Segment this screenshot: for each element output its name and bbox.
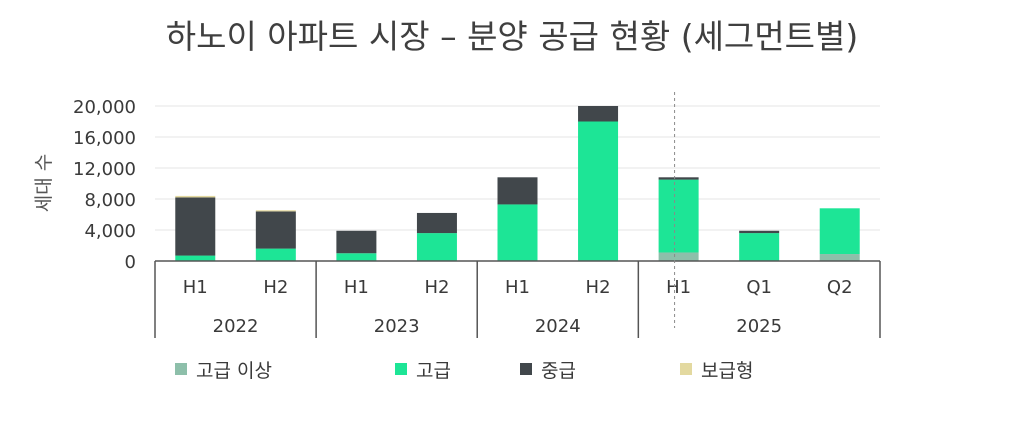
bar-segment <box>819 254 860 261</box>
bar-segment <box>658 252 699 261</box>
bar-segment <box>819 208 860 255</box>
bar-segment <box>416 233 457 261</box>
year-label: 2023 <box>374 316 420 337</box>
legend-item: 보급형 <box>680 354 753 384</box>
bar-segment <box>336 253 377 261</box>
bar-segment <box>497 177 538 205</box>
bar-segment <box>336 230 377 254</box>
bar-segment <box>255 210 296 212</box>
x-tick-label: H1 <box>666 277 691 298</box>
y-tick-label: 16,000 <box>73 128 136 149</box>
y-tick-label: 4,000 <box>84 221 136 242</box>
bar-segment <box>497 204 538 261</box>
bar-segment <box>416 212 457 234</box>
x-tick-label: H1 <box>183 277 208 298</box>
legend-label: 고급 이상 <box>196 359 272 382</box>
x-tick-label: Q1 <box>746 277 772 298</box>
legend-item: 고급 <box>395 354 451 384</box>
x-tick-label: H1 <box>344 277 369 298</box>
x-tick-label: H2 <box>263 277 288 298</box>
bars <box>175 106 860 261</box>
year-label: 2024 <box>535 316 581 337</box>
legend-swatch <box>395 363 407 375</box>
bar-segment <box>175 255 216 261</box>
y-tick-label: 0 <box>125 252 136 273</box>
bar-segment <box>175 197 216 256</box>
year-label: 2025 <box>736 316 782 337</box>
legend-item: 고급 이상 <box>175 354 272 384</box>
x-tick-label: H1 <box>505 277 530 298</box>
bar-segment <box>175 195 216 198</box>
bar-segment <box>255 211 296 249</box>
legend-item: 중급 <box>520 354 576 384</box>
x-tick-label: Q2 <box>827 277 853 298</box>
legend-label: 중급 <box>541 359 576 382</box>
x-tick-label: H2 <box>586 277 611 298</box>
bar-segment <box>739 233 780 261</box>
y-tick-label: 20,000 <box>73 97 136 118</box>
legend-swatch <box>520 363 532 375</box>
year-label: 2022 <box>213 316 259 337</box>
chart-title: 하노이 아파트 시장 – 분양 공급 현황 (세그먼트별) <box>165 17 859 56</box>
bar-segment <box>739 230 780 234</box>
bar-segment <box>578 106 619 122</box>
y-tick-label: 12,000 <box>73 159 136 180</box>
legend-label: 보급형 <box>701 359 754 382</box>
legend-swatch <box>680 363 692 375</box>
y-tick-label: 8,000 <box>84 190 136 211</box>
legend-label: 고급 <box>416 359 451 382</box>
bar-segment <box>578 121 619 261</box>
axes: 0 4,000 8,000 12,000 16,000 20,000 H1 H2 H1 H2 H1 H… <box>73 92 881 338</box>
bar-segment <box>658 179 699 253</box>
legend-swatch <box>175 363 187 375</box>
bar-segment <box>658 177 699 180</box>
x-tick-label: H2 <box>424 277 449 298</box>
y-axis-label: 세대 수 <box>33 154 55 212</box>
bar-segment <box>255 248 296 261</box>
legend: 고급 이상 고급 중급 보급형 <box>175 354 875 384</box>
